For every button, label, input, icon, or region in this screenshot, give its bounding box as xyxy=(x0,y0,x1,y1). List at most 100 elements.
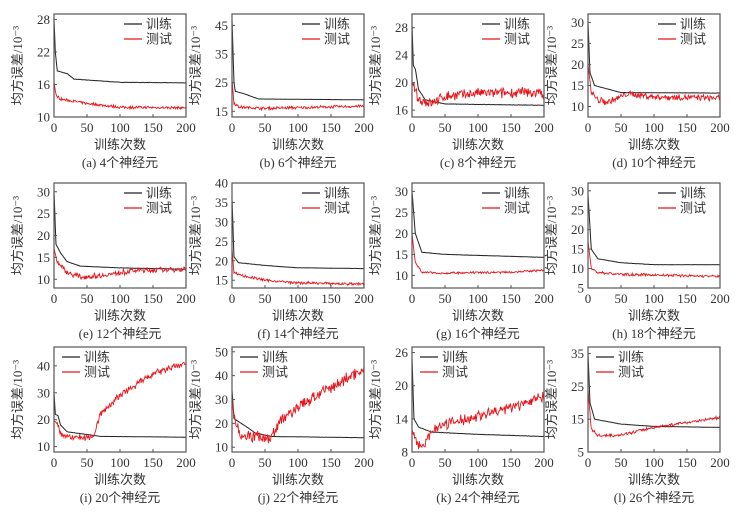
subplot-h: 0 50 100 150 200 5 10 15 20 25 30 训练次数 均方误差/10⁻³ (h) … xyxy=(544,182,730,341)
y-tick-label: 15 xyxy=(571,78,584,93)
plot-frame xyxy=(411,346,545,453)
y-tick-label: 5 xyxy=(578,445,585,460)
x-tick-label: 200 xyxy=(534,120,554,135)
train-series-line xyxy=(53,191,187,270)
subplot-caption: (k) 24个神经元 xyxy=(436,490,519,505)
x-tick-label: 150 xyxy=(501,455,521,470)
y-tick-label: 20 xyxy=(395,378,408,393)
y-tick-label: 10 xyxy=(571,261,584,276)
x-tick-label: 0 xyxy=(585,291,592,306)
legend-label-train: 训练 xyxy=(84,350,110,365)
x-axis-label: 训练次数 xyxy=(452,308,504,323)
y-tick-label: 40 xyxy=(215,176,228,191)
x-tick-label: 50 xyxy=(259,120,272,135)
y-tick-label: 25 xyxy=(571,379,584,394)
y-tick-label: 8 xyxy=(402,445,409,460)
legend-label-test: 测试 xyxy=(504,32,530,47)
test-series-line xyxy=(587,389,721,439)
y-axis-label: 均方误差/10⁻³ xyxy=(368,360,383,439)
y-axis-label: 均方误差/10⁻³ xyxy=(544,196,559,275)
train-series-line xyxy=(411,357,545,438)
y-tick-label: 40 xyxy=(37,358,50,373)
subplot-i: 0 50 100 150 200 10 20 30 40 训练次数 均方误差/10⁻³ (i) 20个… xyxy=(10,346,196,505)
x-tick-label: 100 xyxy=(468,120,488,135)
legend-label-train: 训练 xyxy=(680,186,706,201)
train-series-line xyxy=(53,392,187,438)
y-tick-label: 25 xyxy=(571,203,584,218)
x-tick-label: 200 xyxy=(534,291,554,306)
y-tick-label: 20 xyxy=(395,75,408,90)
x-axis-label: 训练次数 xyxy=(272,308,324,323)
subplot-d: 0 50 100 150 200 10 15 20 25 30 训练次数 均方误差/10⁻³ (d) 1… xyxy=(544,13,730,170)
x-tick-label: 150 xyxy=(321,120,341,135)
legend-label-test: 测试 xyxy=(324,201,350,216)
y-tick-label: 25 xyxy=(37,206,50,221)
legend-label-test: 测试 xyxy=(146,201,172,216)
y-axis-label: 均方误差/10⁻³ xyxy=(188,196,203,275)
y-axis-label: 均方误差/10⁻³ xyxy=(368,196,383,275)
y-tick-label: 35 xyxy=(571,346,584,361)
x-tick-label: 100 xyxy=(644,120,664,135)
x-tick-label: 100 xyxy=(288,291,308,306)
x-tick-label: 150 xyxy=(321,291,341,306)
train-series-line xyxy=(587,353,721,428)
y-tick-label: 30 xyxy=(571,15,584,30)
y-tick-label: 25 xyxy=(395,205,408,220)
legend-label-train: 训练 xyxy=(146,186,172,201)
x-tick-label: 50 xyxy=(439,455,452,470)
y-tick-label: 35 xyxy=(215,47,228,62)
plot-frame xyxy=(587,346,721,453)
x-tick-label: 150 xyxy=(143,455,163,470)
y-tick-label: 30 xyxy=(215,392,228,407)
x-tick-label: 0 xyxy=(409,455,416,470)
y-tick-label: 30 xyxy=(215,214,228,229)
x-tick-label: 50 xyxy=(615,455,628,470)
x-tick-label: 0 xyxy=(229,291,236,306)
y-tick-label: 20 xyxy=(37,228,50,243)
x-tick-label: 150 xyxy=(677,455,697,470)
x-tick-label: 50 xyxy=(439,120,452,135)
subplot-caption: (e) 12个神经元 xyxy=(79,326,162,341)
subplot-caption: (d) 10个神经元 xyxy=(612,155,695,170)
x-axis-label: 训练次数 xyxy=(94,472,146,487)
y-tick-label: 28 xyxy=(395,20,408,35)
test-series-line xyxy=(411,391,545,450)
x-tick-label: 0 xyxy=(51,291,58,306)
y-tick-label: 5 xyxy=(578,281,585,296)
x-tick-label: 0 xyxy=(409,120,416,135)
x-tick-label: 100 xyxy=(468,291,488,306)
y-tick-label: 10 xyxy=(37,110,50,125)
subplot-e: 0 50 100 150 200 10 15 20 25 30 训练次数 均方误差/10⁻³ (e) 1… xyxy=(10,182,196,341)
y-tick-label: 50 xyxy=(215,344,228,359)
y-tick-label: 25 xyxy=(215,234,228,249)
x-tick-label: 0 xyxy=(229,455,236,470)
x-tick-label: 50 xyxy=(615,291,628,306)
y-tick-label: 30 xyxy=(37,184,50,199)
x-tick-label: 150 xyxy=(143,120,163,135)
y-tick-label: 20 xyxy=(571,57,584,72)
x-tick-label: 0 xyxy=(409,291,416,306)
x-tick-label: 0 xyxy=(229,120,236,135)
y-tick-label: 10 xyxy=(37,272,50,287)
x-tick-label: 50 xyxy=(259,455,272,470)
x-tick-label: 150 xyxy=(501,291,521,306)
test-series-line xyxy=(587,241,721,279)
test-series-line xyxy=(53,361,187,441)
subplot-caption: (g) 16个神经元 xyxy=(436,326,519,341)
x-tick-label: 0 xyxy=(51,455,58,470)
legend-label-test: 测试 xyxy=(84,365,110,380)
subplot-caption: (a) 4个神经元 xyxy=(82,155,158,170)
y-tick-label: 20 xyxy=(215,416,228,431)
legend-label-test: 测试 xyxy=(442,365,468,380)
x-axis-label: 训练次数 xyxy=(452,137,504,152)
test-series-line xyxy=(53,248,187,281)
x-axis-label: 训练次数 xyxy=(94,308,146,323)
x-tick-label: 100 xyxy=(468,455,488,470)
